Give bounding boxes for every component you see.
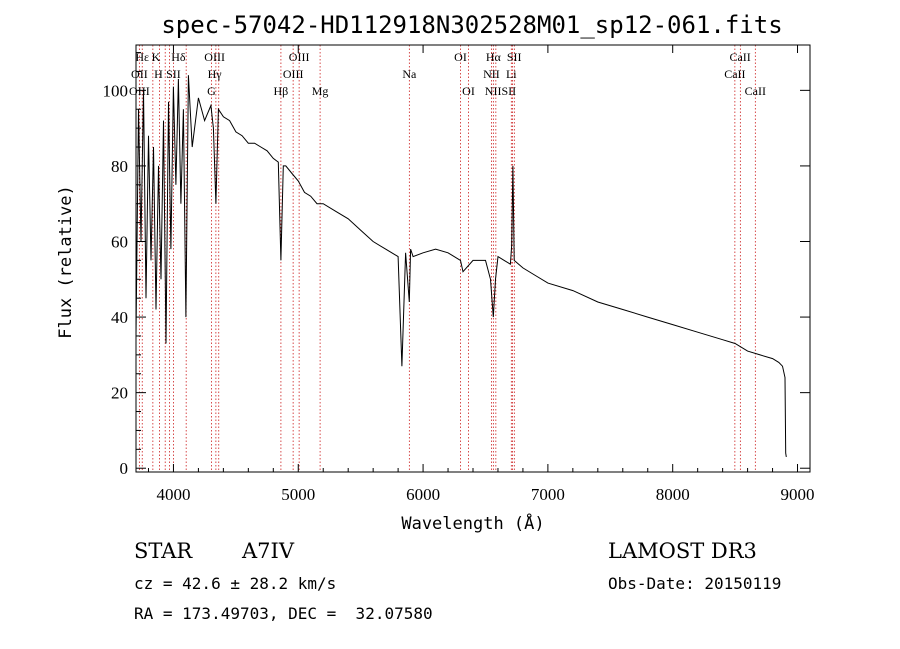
line-label-9: OII xyxy=(131,67,148,81)
line-label-19: G xyxy=(207,84,216,98)
line-label-3: OIII xyxy=(204,50,225,64)
reference-lines xyxy=(138,45,756,472)
line-label-8: CaII xyxy=(729,50,750,64)
line-label-6: Hα xyxy=(486,50,502,64)
line-label-17: CaII xyxy=(724,67,745,81)
line-label-14: Na xyxy=(402,67,417,81)
y-tick-label-0: 0 xyxy=(120,459,129,478)
line-label-15: NII xyxy=(483,67,500,81)
line-label-10: H xyxy=(154,67,163,81)
x-tick-label-5: 9000 xyxy=(781,485,815,504)
line-label-16: Li xyxy=(506,67,517,81)
y-axis-ticks: 0 20 40 60 80 100 xyxy=(103,52,810,478)
cz-value: cz = 42.6 ± 28.2 km/s xyxy=(134,574,337,593)
line-label-23: NIISII xyxy=(485,84,516,98)
y-tick-label-3: 60 xyxy=(111,232,128,251)
line-label-0: Hε xyxy=(135,50,149,64)
line-label-4: OIII xyxy=(289,50,310,64)
y-tick-label-2: 40 xyxy=(111,308,128,327)
x-axis-ticks: 4000 5000 6000 7000 8000 9000 xyxy=(147,45,815,504)
x-tick-label-4: 8000 xyxy=(656,485,690,504)
spectrum-line xyxy=(135,75,787,457)
y-tick-label-5: 100 xyxy=(103,81,129,100)
line-label-2: Hδ xyxy=(171,50,186,64)
line-label-24: CaII xyxy=(745,84,766,98)
object-subclass: A7IV xyxy=(242,539,294,563)
object-class: STAR xyxy=(134,539,193,563)
x-axis-label: Wavelength (Å) xyxy=(401,512,544,534)
line-label-12: Hγ xyxy=(208,67,223,81)
line-label-11: SII xyxy=(166,67,181,81)
line-label-5: OI xyxy=(454,50,467,64)
line-label-22: OI xyxy=(462,84,475,98)
observation-date: Obs-Date: 20150119 xyxy=(608,574,782,593)
chart-title: spec-57042-HD112918N302528M01_sp12-061.f… xyxy=(161,11,782,39)
plot-frame xyxy=(135,44,811,473)
coordinates: RA = 173.49703, DEC = 32.07580 xyxy=(134,604,433,623)
line-label-18: OIII xyxy=(129,84,150,98)
line-label-20: Hβ xyxy=(274,84,289,98)
x-tick-label-2: 6000 xyxy=(406,485,440,504)
x-tick-label-1: 5000 xyxy=(281,485,315,504)
line-label-21: Mg xyxy=(312,84,329,98)
y-tick-label-4: 80 xyxy=(111,157,128,176)
line-label-7: SII xyxy=(507,50,522,64)
x-tick-label-0: 4000 xyxy=(156,485,190,504)
x-tick-label-3: 7000 xyxy=(531,485,565,504)
y-axis-label: Flux (relative) xyxy=(56,185,76,339)
line-label-13: OIII xyxy=(283,67,304,81)
survey-name: LAMOST DR3 xyxy=(608,539,757,563)
line-label-1: K xyxy=(152,50,161,64)
y-tick-label-1: 20 xyxy=(111,384,128,403)
